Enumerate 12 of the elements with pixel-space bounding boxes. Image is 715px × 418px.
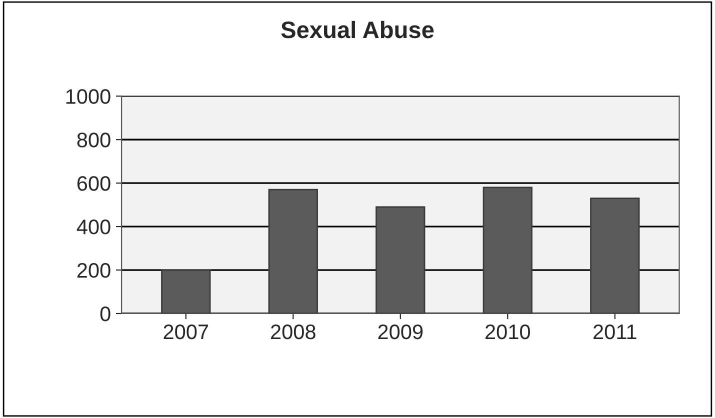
y-tick-label: 1000 (66, 89, 110, 104)
y-tick-label: 200 (77, 263, 110, 278)
x-tick-label: 2011 (594, 324, 636, 340)
y-tick-label: 0 (100, 306, 110, 322)
x-tick-label: 2010 (486, 324, 530, 340)
chart-title: Sexual Abuse (281, 20, 434, 38)
y-tick-label: 600 (77, 176, 110, 191)
y-tick-label: 800 (77, 132, 110, 148)
x-tick-label: 2007 (164, 324, 208, 340)
x-tick-label: 2009 (378, 324, 423, 340)
y-tick-label: 400 (76, 220, 110, 234)
x-tick-label: 2008 (271, 324, 316, 340)
